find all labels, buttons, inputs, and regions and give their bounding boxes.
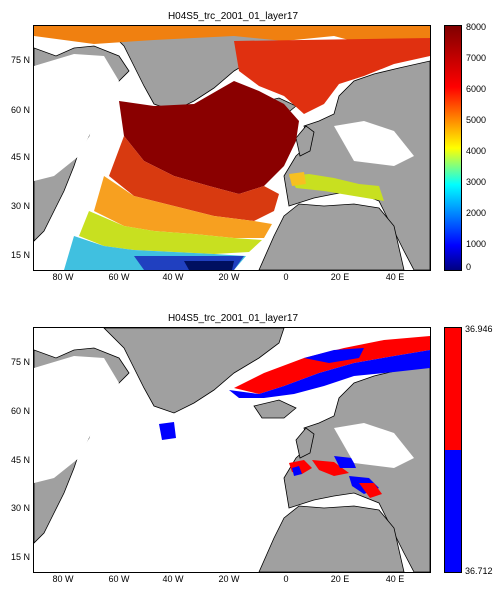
- p1-cb-2000: 2000: [466, 208, 487, 218]
- field-cells: [34, 26, 430, 270]
- p1-cb-1000: 1000: [466, 239, 487, 249]
- panel1-map: [33, 25, 431, 271]
- p1-cb-8000: 8000: [466, 22, 487, 32]
- p1-xlabel-20w: 20 W: [218, 272, 240, 282]
- panel2-title: H04S5_trc_2001_01_layer17: [167, 313, 299, 324]
- p2-ylabel-75: 75 N: [10, 357, 30, 367]
- p1-colorbar: [444, 25, 462, 271]
- p2-xlabel-60w: 60 W: [108, 574, 130, 584]
- p1-cb-4000: 4000: [466, 146, 487, 156]
- ocean-gaps: [34, 356, 414, 483]
- p1-xlabel-0: 0: [283, 272, 289, 282]
- panel2-map-svg: [34, 328, 430, 572]
- iceland: [253, 399, 297, 419]
- p1-ylabel-75: 75 N: [10, 55, 30, 65]
- p2-xlabel-40e: 40 E: [385, 574, 405, 584]
- p1-cb-3000: 3000: [466, 177, 487, 187]
- p2-xlabel-20w: 20 W: [218, 574, 240, 584]
- panel1-title: H04S5_trc_2001_01_layer17: [167, 11, 299, 22]
- p1-cb-6000: 6000: [466, 84, 487, 94]
- p2-xlabel-0: 0: [283, 574, 289, 584]
- p2-xlabel-40w: 40 W: [162, 574, 184, 584]
- british-isles: [295, 125, 315, 157]
- p1-ylabel-15: 15 N: [10, 250, 30, 260]
- p2-cb-min: 36.712: [465, 566, 493, 576]
- p2-ylabel-15: 15 N: [10, 552, 30, 562]
- p1-ylabel-45: 45 N: [10, 152, 30, 162]
- p2-ylabel-30: 30 N: [10, 503, 30, 513]
- p1-ylabel-30: 30 N: [10, 201, 30, 211]
- p2-colorbar: [444, 327, 462, 573]
- p1-xlabel-20e: 20 E: [330, 272, 350, 282]
- british-isles: [295, 427, 315, 459]
- p2-ylabel-60: 60 N: [10, 406, 30, 416]
- p1-xlabel-40e: 40 E: [385, 272, 405, 282]
- africa: [258, 203, 405, 270]
- africa: [258, 505, 405, 572]
- p1-xlabel-80w: 80 W: [52, 272, 74, 282]
- p2-xlabel-20e: 20 E: [330, 574, 350, 584]
- p1-cb-7000: 7000: [466, 53, 487, 63]
- greenland: [103, 328, 285, 414]
- field-cells: [159, 336, 430, 498]
- p2-ylabel-45: 45 N: [10, 455, 30, 465]
- panel1-map-svg: [34, 26, 430, 270]
- p1-xlabel-40w: 40 W: [162, 272, 184, 282]
- p1-cb-5000: 5000: [466, 115, 487, 125]
- p2-xlabel-80w: 80 W: [52, 574, 74, 584]
- p1-cb-0: 0: [466, 262, 472, 272]
- p1-ylabel-60: 60 N: [10, 105, 30, 115]
- p2-cb-max: 36.946: [465, 324, 493, 334]
- ocean-gaps: [34, 54, 414, 181]
- p1-xlabel-60w: 60 W: [108, 272, 130, 282]
- panel2-map: [33, 327, 431, 573]
